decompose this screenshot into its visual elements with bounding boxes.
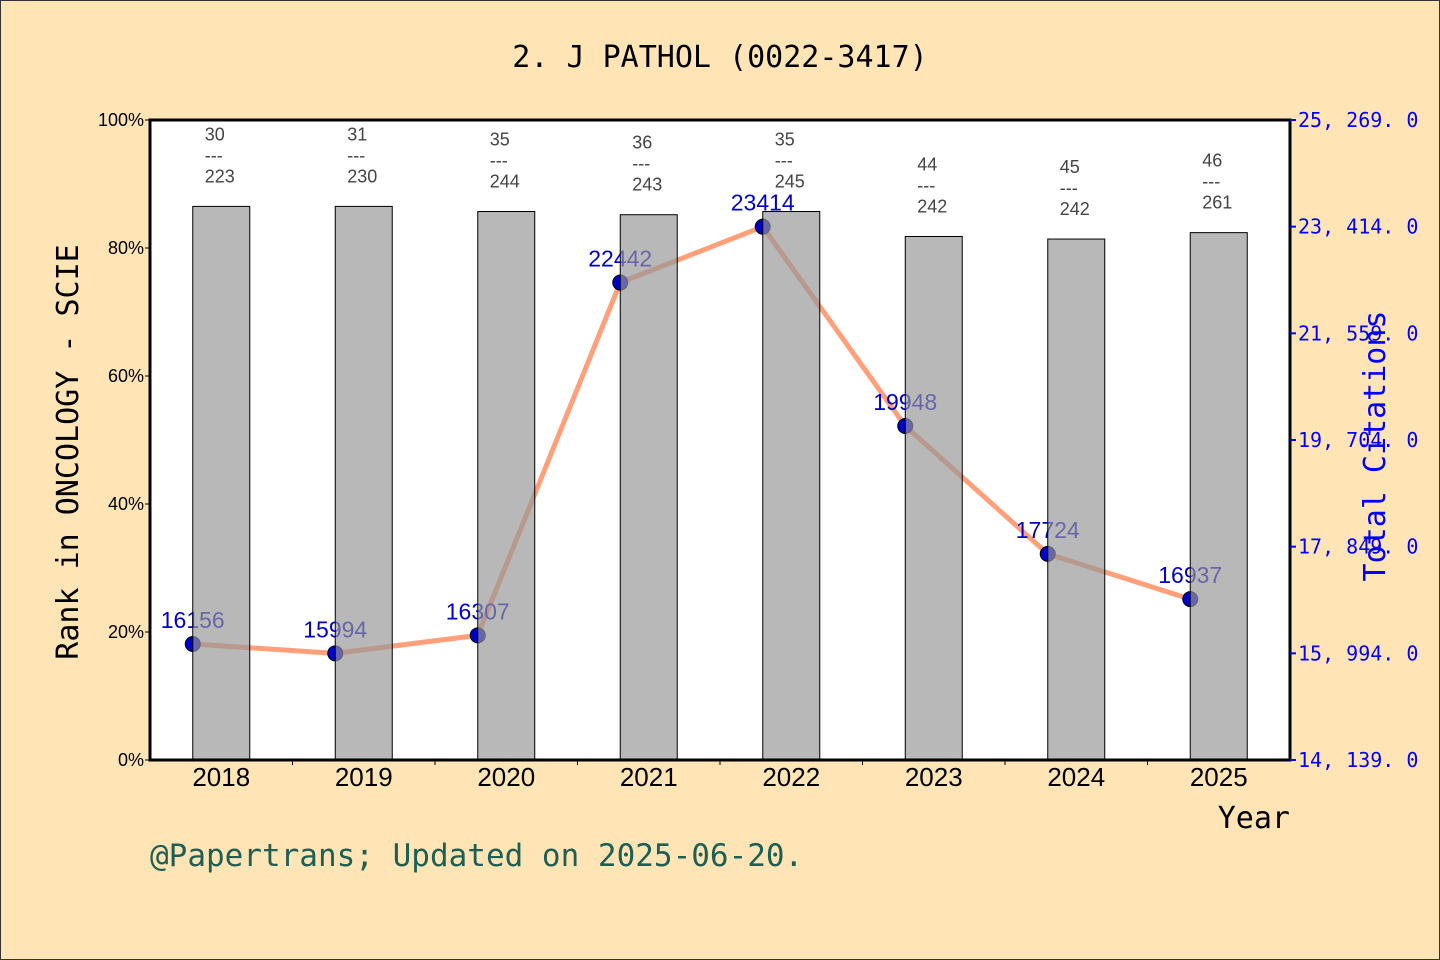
plot-area [150,120,1290,760]
bar [619,214,678,761]
rank-separator: --- [347,145,365,165]
bar [477,211,536,761]
rank-separator: --- [632,154,650,174]
right-tick-label: 15, 994. 0 [1298,641,1418,665]
x-tick-label: 2024 [1047,762,1105,792]
rank-label: 46 [1202,151,1222,171]
left-tick-label: 40% [108,494,144,514]
bar [334,205,393,761]
total-label: 244 [490,172,520,192]
rank-separator: --- [1060,178,1078,198]
rank-separator: --- [1202,172,1220,192]
total-label: 223 [205,166,235,186]
x-tick-label: 2020 [477,762,535,792]
rank-label: 35 [490,130,510,150]
x-tick-label: 2019 [335,762,393,792]
rank-separator: --- [490,151,508,171]
total-label: 245 [775,172,805,192]
rank-label: 35 [775,130,795,150]
total-label: 243 [632,175,662,195]
right-axis-label: Total Citations [1358,311,1393,582]
right-tick-label: 14, 139. 0 [1298,748,1418,772]
total-label: 242 [1060,199,1090,219]
rank-label: 45 [1060,157,1080,177]
bar [904,235,963,761]
left-axis-label: Rank in ONCOLOGY - SCIE [51,244,86,659]
left-tick-label: 20% [108,622,144,642]
left-tick-label: 0% [118,750,144,770]
right-tick-label: 19, 704. 0 [1298,428,1418,452]
x-tick-label: 2025 [1190,762,1248,792]
total-label: 242 [917,196,947,216]
right-tick-label: 25, 269. 0 [1298,108,1418,132]
x-axis-label: Year [1218,801,1290,836]
x-tick-label: 2018 [192,762,250,792]
left-tick-label: 80% [108,238,144,258]
left-tick-label: 100% [98,110,144,130]
footer-note: @Papertrans; Updated on 2025-06-20. [150,838,803,874]
right-tick-label: 21, 559. 0 [1298,321,1418,345]
chart-title: 2. J PATHOL (0022-3417) [512,40,927,75]
bar [1189,232,1248,761]
bar [1047,238,1106,761]
rank-label: 44 [917,154,937,174]
rank-label: 30 [205,124,225,144]
bar [192,205,251,761]
x-tick-label: 2023 [905,762,963,792]
rank-label: 31 [347,124,367,144]
rank-separator: --- [775,151,793,171]
rank-separator: --- [917,175,935,195]
x-tick-label: 2021 [620,762,678,792]
x-tick-label: 2022 [762,762,820,792]
rank-separator: --- [205,145,223,165]
total-label: 230 [347,166,377,186]
right-tick-label: 23, 414. 0 [1298,215,1418,239]
right-tick-label: 17, 849. 0 [1298,535,1418,559]
total-label: 261 [1202,193,1232,213]
left-tick-label: 60% [108,366,144,386]
rank-label: 36 [632,133,652,153]
bar [762,211,821,761]
